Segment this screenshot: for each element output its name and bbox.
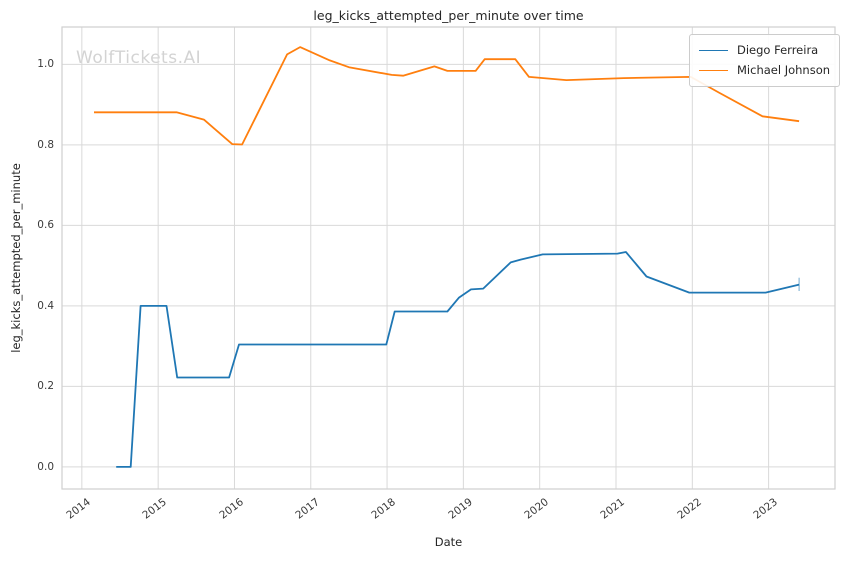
- y-tick-label: 0.6: [37, 219, 54, 232]
- plot-border: [61, 26, 836, 490]
- series-line-diego-ferreira: [116, 251, 800, 468]
- legend-label: Michael Johnson: [737, 63, 831, 77]
- watermark: WolfTickets.AI: [76, 48, 202, 68]
- y-axis-label: leg_kicks_attempted_per_minute: [9, 163, 23, 353]
- legend-line-swatch: [699, 49, 728, 51]
- legend-label: Diego Ferreira: [737, 43, 819, 57]
- legend-entry-michael-johnson: Michael Johnson: [699, 60, 830, 80]
- legend-line-swatch: [699, 69, 728, 71]
- y-tick-label: 0.2: [37, 380, 54, 393]
- y-tick-label: 0.4: [37, 299, 54, 312]
- y-tick-label: 0.8: [37, 138, 54, 151]
- y-tick-label: 0.0: [37, 460, 54, 473]
- series-line-michael-johnson: [94, 46, 800, 146]
- x-axis-label: Date: [434, 535, 463, 549]
- y-tick-label: 1.0: [37, 58, 54, 71]
- legend: Diego Ferreira Michael Johnson: [689, 34, 841, 87]
- chart-title: leg_kicks_attempted_per_minute over time: [313, 8, 584, 23]
- legend-entry-diego-ferreira: Diego Ferreira: [699, 40, 830, 60]
